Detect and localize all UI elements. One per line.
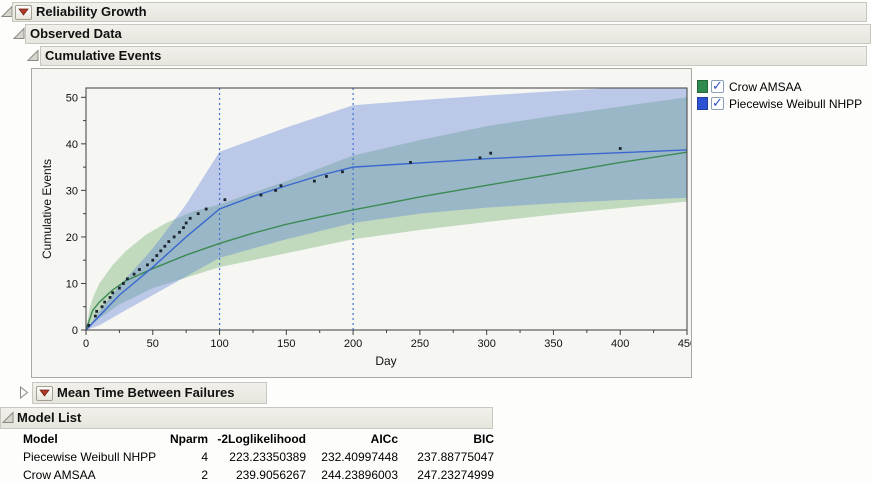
svg-text:10: 10 xyxy=(66,278,78,290)
model-list-table: Model Nparm -2Loglikelihood AICc BIC Pie… xyxy=(23,430,494,482)
svg-text:40: 40 xyxy=(66,139,78,151)
section-title: Reliability Growth xyxy=(36,4,147,19)
disclosure-triangle-collapsed-icon[interactable] xyxy=(18,386,30,399)
svg-text:200: 200 xyxy=(344,338,362,350)
section-header-model-list[interactable]: Model List xyxy=(0,407,493,429)
svg-text:0: 0 xyxy=(72,325,78,337)
red-triangle-menu-icon[interactable] xyxy=(36,385,53,401)
red-triangle-glyph xyxy=(18,8,29,16)
crow-amsaa-checkbox[interactable]: ✓ xyxy=(711,78,724,93)
x-axis-title: Day xyxy=(375,354,396,368)
section-header-cumulative-events[interactable]: Cumulative Events xyxy=(40,46,867,66)
cell-nparm: 2 xyxy=(201,468,209,482)
cell-model: Piecewise Weibull NHPP xyxy=(23,450,157,464)
section-title: Cumulative Events xyxy=(45,48,162,63)
section-title: Model List xyxy=(17,410,82,425)
section-header-reliability-growth[interactable]: Reliability Growth xyxy=(12,2,867,22)
svg-text:20: 20 xyxy=(66,232,78,244)
svg-text:250: 250 xyxy=(411,338,429,350)
legend-item-crow-amsaa: ✓ Crow AMSAA xyxy=(697,78,862,95)
cell-aicc: 244.23896003 xyxy=(321,468,399,482)
chart-legend: ✓ Crow AMSAA ✓ Piecewise Weibull NHPP xyxy=(697,78,862,112)
svg-text:300: 300 xyxy=(477,338,495,350)
table-row[interactable]: Crow AMSAA 2 239.9056267 244.23896003 24… xyxy=(23,466,494,482)
col-2loglikelihood: -2Loglikelihood xyxy=(217,432,307,446)
disclosure-triangle-icon[interactable] xyxy=(13,27,25,40)
section-header-observed-data[interactable]: Observed Data xyxy=(25,24,871,44)
section-title: Mean Time Between Failures xyxy=(57,385,235,400)
cumulative-events-graph: Cumulative Events Day 0 50 100 150 200 250 300… xyxy=(31,68,692,378)
svg-text:0: 0 xyxy=(83,338,89,350)
piecewise-weibull-checkbox[interactable]: ✓ xyxy=(711,95,724,110)
disclosure-triangle-icon[interactable] xyxy=(27,49,39,62)
disclosure-triangle-icon[interactable] xyxy=(2,411,14,424)
svg-text:450: 450 xyxy=(678,338,691,350)
svg-text:30: 30 xyxy=(66,185,78,197)
svg-text:50: 50 xyxy=(66,92,78,104)
red-triangle-glyph xyxy=(39,389,50,397)
col-model: Model xyxy=(23,432,58,446)
cell-bic: 247.23274999 xyxy=(417,468,495,482)
svg-text:50: 50 xyxy=(147,338,159,350)
cell-model: Crow AMSAA xyxy=(23,468,96,482)
cell-2loglikelihood: 239.9056267 xyxy=(235,468,307,482)
col-nparm: Nparm xyxy=(170,432,209,446)
col-bic: BIC xyxy=(473,432,495,446)
cell-2loglikelihood: 223.23350389 xyxy=(229,450,307,464)
y-axis-title: Cumulative Events xyxy=(40,159,54,259)
legend-label: Crow AMSAA xyxy=(729,79,802,94)
col-aicc: AICc xyxy=(370,432,399,446)
cell-bic: 237.88775047 xyxy=(417,450,495,464)
cell-nparm: 4 xyxy=(201,450,209,464)
section-header-mtbf[interactable]: Mean Time Between Failures xyxy=(32,382,267,404)
crow-amsaa-color-swatch xyxy=(697,80,708,93)
svg-text:400: 400 xyxy=(611,338,629,350)
section-title: Observed Data xyxy=(30,26,122,41)
svg-text:100: 100 xyxy=(210,338,228,350)
piecewise-weibull-color-swatch xyxy=(697,97,708,110)
cell-aicc: 232.40997448 xyxy=(321,450,399,464)
legend-label: Piecewise Weibull NHPP xyxy=(729,96,863,111)
svg-text:350: 350 xyxy=(544,338,562,350)
legend-item-piecewise-weibull: ✓ Piecewise Weibull NHPP xyxy=(697,95,862,112)
check-icon: ✓ xyxy=(712,78,723,93)
table-row[interactable]: Piecewise Weibull NHPP 4 223.23350389 23… xyxy=(23,448,494,466)
svg-text:150: 150 xyxy=(277,338,295,350)
check-icon: ✓ xyxy=(712,95,723,110)
cumulative-events-chart: Cumulative Events Day 0 50 100 150 200 250 300… xyxy=(40,87,691,368)
red-triangle-menu-icon[interactable] xyxy=(15,4,32,20)
table-header-row: Model Nparm -2Loglikelihood AICc BIC xyxy=(23,430,494,448)
